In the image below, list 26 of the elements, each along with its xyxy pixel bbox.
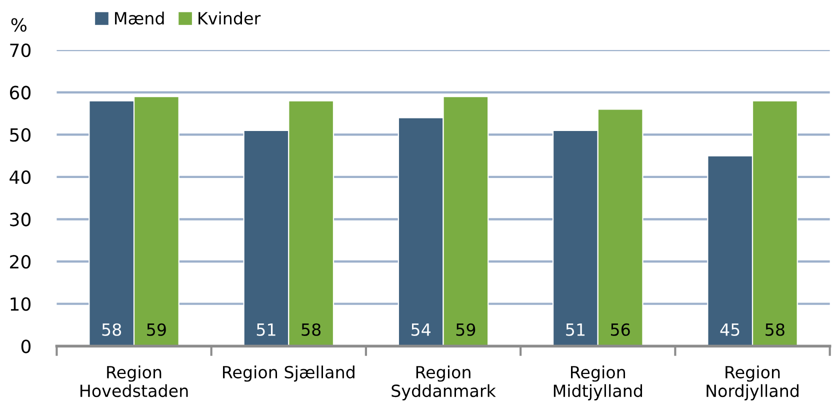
data-label: 51 <box>566 324 585 336</box>
data-label: 51 <box>256 324 276 336</box>
x-tick-label: Region Hovedstaden <box>80 366 188 398</box>
legend-label: Mænd <box>115 12 164 25</box>
x-tick-label: Region Syddanmark <box>392 366 496 400</box>
data-label: 59 <box>456 323 476 336</box>
data-label: 58 <box>302 323 321 336</box>
data-label: 54 <box>412 324 431 336</box>
data-label: 45 <box>720 324 740 336</box>
y-tick-label: 20 <box>10 254 31 269</box>
data-label: 58 <box>102 323 122 336</box>
y-axis-title: % <box>11 18 26 32</box>
y-tick-label: 60 <box>10 86 31 100</box>
data-label: 58 <box>766 323 784 336</box>
y-tick-label: 10 <box>10 297 31 311</box>
data-label: 56 <box>610 323 630 336</box>
y-tick-label: 0 <box>21 340 31 354</box>
y-tick-label: 30 <box>10 212 31 226</box>
x-tick-label: Region Nordjylland <box>706 366 798 400</box>
legend-label: Kvinder <box>198 12 261 25</box>
y-tick-label: 40 <box>10 170 31 184</box>
y-tick-label: 50 <box>10 128 31 142</box>
data-label: 59 <box>147 323 166 336</box>
x-tick-label: Region Midtjylland <box>554 366 642 400</box>
x-tick-label: Region Sjælland <box>223 366 354 382</box>
y-tick-label: 70 <box>10 44 31 58</box>
